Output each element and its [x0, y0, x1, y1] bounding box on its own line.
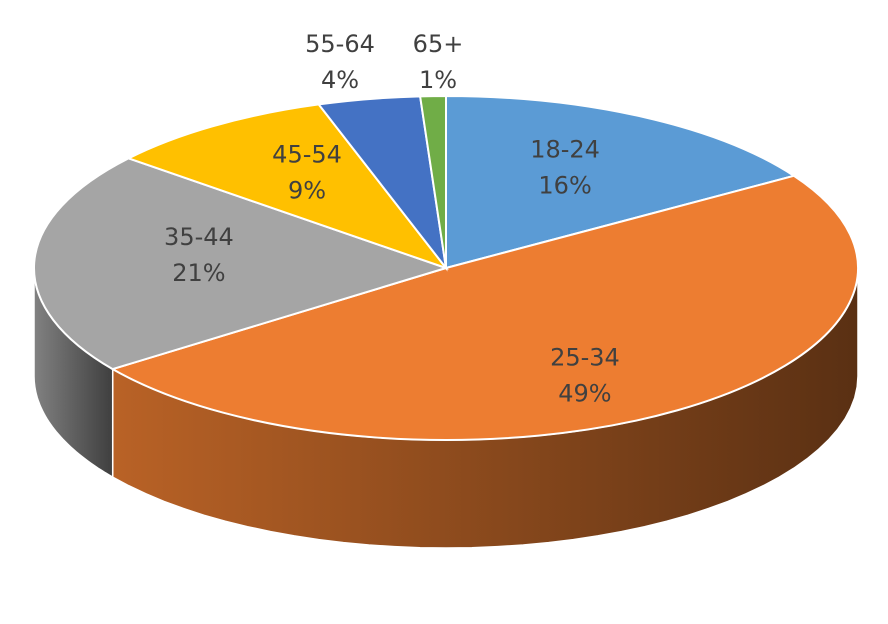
- data-label-percent: 49%: [558, 379, 611, 407]
- data-label-percent: 1%: [419, 66, 457, 94]
- pie-slice-35-44: [33, 157, 450, 371]
- data-label-category: 18-24: [530, 136, 600, 164]
- pie-slice-45-54: [125, 103, 449, 271]
- data-label-category: 25-34: [550, 343, 620, 371]
- pie-slice-65+: [418, 94, 447, 269]
- data-label-category: 65+: [413, 30, 464, 58]
- data-label-percent: 21%: [172, 259, 225, 287]
- data-label-category: 55-64: [305, 30, 375, 58]
- data-label-percent: 16%: [538, 172, 591, 200]
- pie-slice-25-34: [110, 174, 859, 441]
- data-label-category: 35-44: [164, 223, 234, 251]
- data-label-percent: 9%: [288, 177, 326, 205]
- data-label-category: 45-54: [272, 141, 342, 169]
- pie-slice-18-24: [445, 94, 797, 270]
- data-label-percent: 4%: [321, 66, 359, 94]
